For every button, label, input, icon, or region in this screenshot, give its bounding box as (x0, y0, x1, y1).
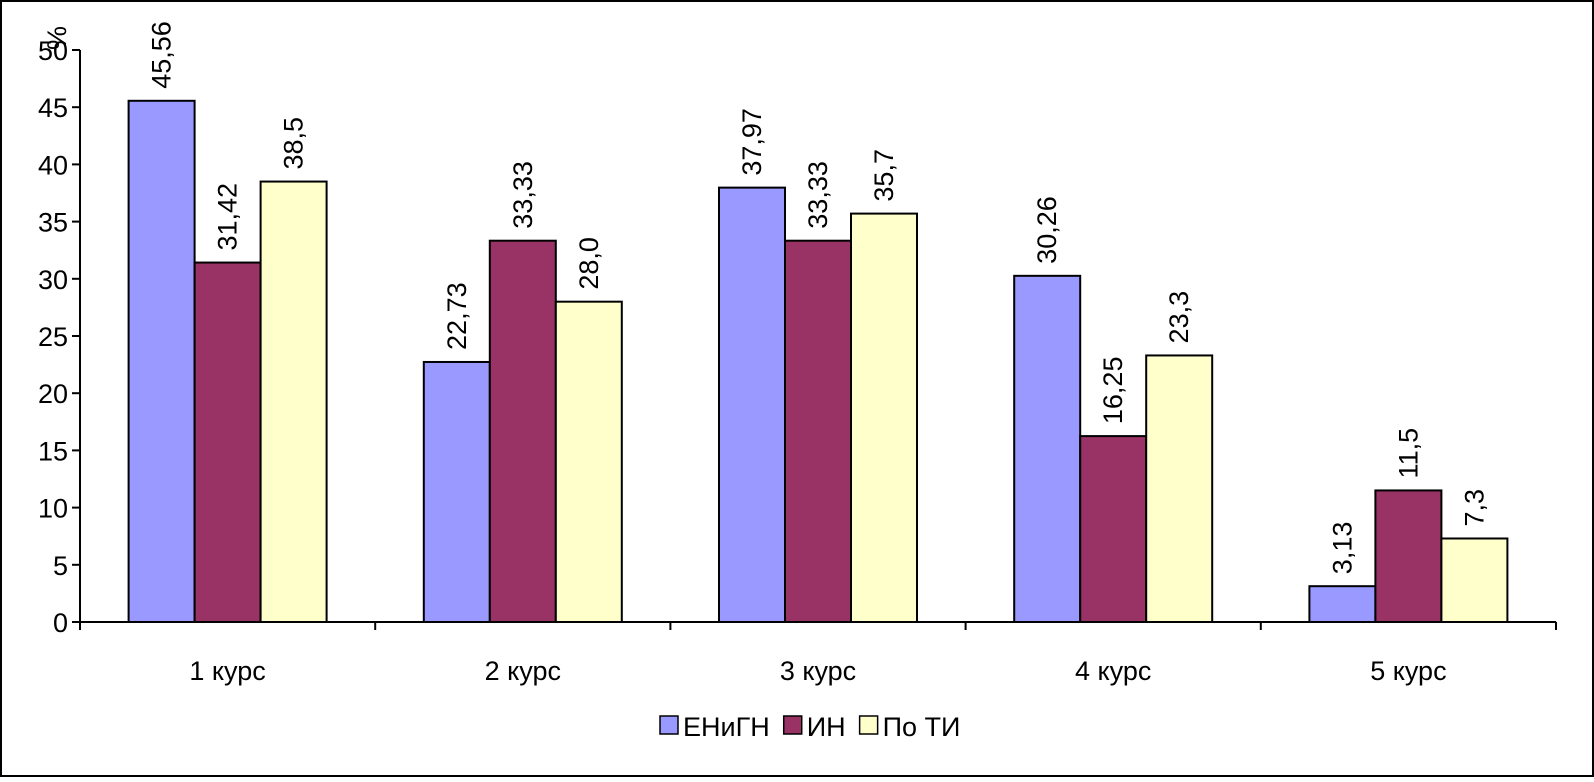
legend-label: По ТИ (883, 712, 961, 742)
data-label: 45,56 (147, 21, 177, 89)
bar (718, 186, 786, 623)
bar (1079, 435, 1148, 623)
y-tick-label: 25 (38, 322, 68, 352)
legend-swatch (782, 715, 803, 735)
data-label: 33,33 (508, 161, 538, 229)
bar (850, 212, 918, 623)
y-tick-label: 30 (38, 265, 68, 295)
data-label: 28,0 (574, 237, 604, 290)
bar (1145, 354, 1214, 623)
bar (259, 180, 328, 623)
bar (1013, 274, 1082, 623)
y-tick-label: 45 (38, 93, 68, 123)
y-tick-label: 5 (53, 551, 68, 581)
y-tick-label: 10 (38, 494, 68, 524)
bar (554, 300, 623, 623)
bar (488, 239, 557, 623)
y-axis-unit-label: % (42, 26, 72, 50)
y-tick-label: 0 (53, 608, 68, 638)
bars (127, 99, 1509, 624)
x-category-label: 5 курс (1370, 656, 1446, 686)
x-category-label: 1 курс (189, 656, 265, 686)
legend-swatch (659, 715, 679, 735)
data-labels: 45,56 31,42 38,5 22,73 33,33 28,0 37,97 33,33 35… (147, 21, 1490, 574)
bar (422, 360, 491, 623)
bar (127, 99, 196, 624)
data-label: 37,97 (737, 108, 767, 176)
x-category-label: 4 курс (1075, 656, 1151, 686)
data-label: 22,73 (442, 282, 472, 350)
bar (193, 261, 262, 623)
data-label: 33,33 (803, 161, 833, 229)
data-label: 11,5 (1393, 428, 1423, 479)
y-tick-label: 20 (38, 379, 68, 409)
y-tick-label: 40 (38, 150, 68, 180)
bar (784, 239, 852, 623)
bar (1440, 537, 1509, 623)
data-label: 30,26 (1032, 196, 1062, 264)
legend-label: ЕНиГН (683, 712, 770, 742)
data-label: 3,13 (1327, 522, 1357, 575)
legend: ЕНиГН ИН По ТИ (659, 712, 961, 742)
bar (1308, 585, 1377, 624)
data-label: 31,42 (213, 183, 243, 251)
x-category-label: 3 курс (780, 656, 856, 686)
data-label: 7,3 (1459, 489, 1489, 527)
x-category-label: 2 курс (485, 656, 561, 686)
legend-label: ИН (807, 712, 846, 742)
data-label: 16,25 (1098, 357, 1128, 425)
y-tick-label: 35 (38, 208, 68, 238)
y-tick-label: 50 (38, 36, 68, 66)
data-label: 35,7 (869, 149, 899, 202)
data-label: 38,5 (279, 117, 309, 170)
bar (1374, 489, 1443, 623)
y-tick-label: 15 (38, 436, 68, 466)
data-label: 23,3 (1164, 291, 1194, 344)
legend-swatch (858, 715, 879, 735)
